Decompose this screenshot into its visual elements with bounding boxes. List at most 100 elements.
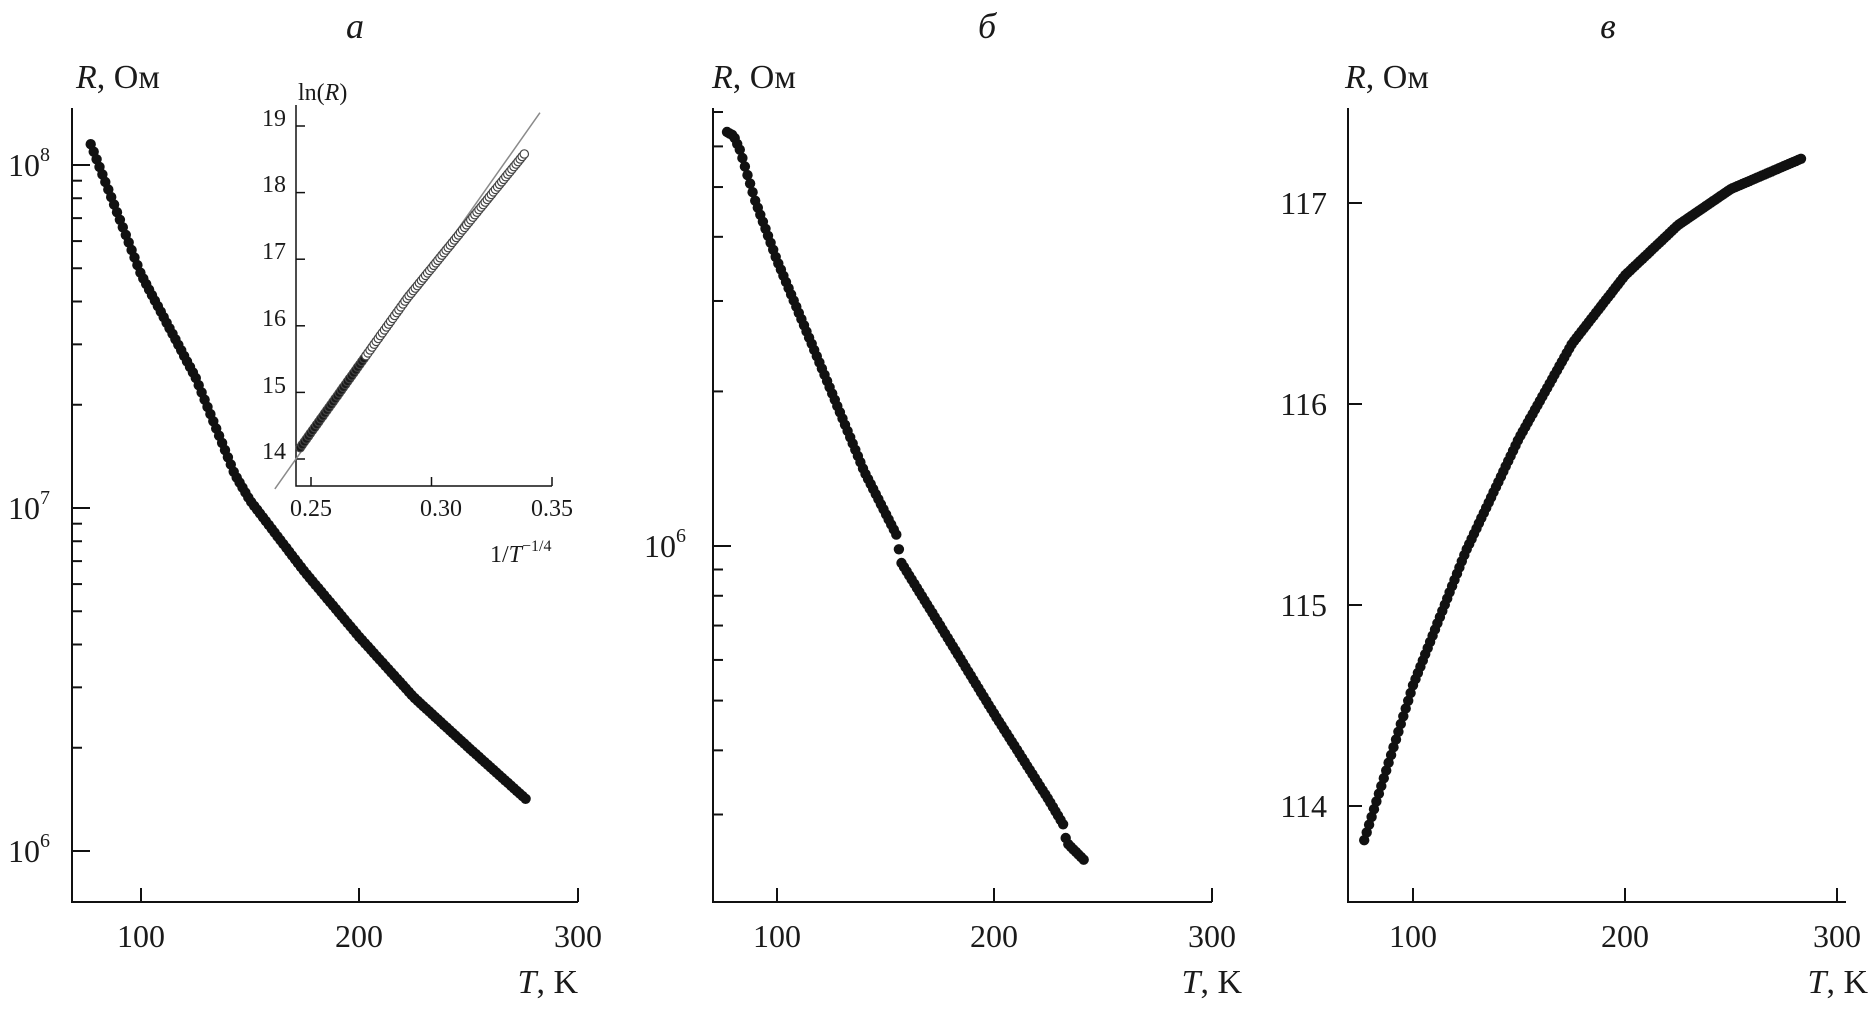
panel-a-x-axis-var: T xyxy=(518,964,539,1001)
panel-a-y-axis-title: R, Ом xyxy=(75,59,160,96)
inset-y-tick-label-4: 17 xyxy=(262,239,286,265)
data-point xyxy=(737,152,748,164)
inset-axis-lines xyxy=(295,105,552,487)
panel-c-x-tick-label-1: 100 xyxy=(1389,918,1437,954)
panel-a-y-tick-base-1: 10 xyxy=(8,833,40,869)
panel-a-y-tick-label-3: 108 xyxy=(8,144,50,183)
data-point xyxy=(891,529,902,540)
panel-a-y-tick-label-1: 106 xyxy=(8,830,50,869)
data-point xyxy=(1078,854,1089,865)
panel-c-y-tick-label-3: 116 xyxy=(1280,386,1327,422)
data-point xyxy=(1363,819,1375,830)
panel-c-x-tick-label-3: 300 xyxy=(1813,918,1861,954)
panel-a-y-ticks xyxy=(72,164,90,852)
panel-b-x-axis-unit: , K xyxy=(1200,964,1242,1001)
panel-a-x-tick-label-2: 200 xyxy=(335,918,383,954)
inset-x-axis-var: T xyxy=(509,542,524,568)
panel-a-inset: ln(R) 0.25 0.30 0.35 14 15 16 17 18 19 1… xyxy=(262,80,573,568)
panel-c-x-axis-var: T xyxy=(1808,964,1829,1001)
inset-data-point xyxy=(519,149,530,159)
panel-a: а R, Ом 100 200 300 106 107 108 T, K ln(… xyxy=(8,6,602,1001)
inset-y-tick-label-5: 18 xyxy=(262,172,286,198)
panel-b-data-series xyxy=(721,126,1089,865)
panel-b-y-axis-title: R, Ом xyxy=(711,59,796,96)
panel-a-x-tick-label-1: 100 xyxy=(117,918,165,954)
inset-x-tick-label-3: 0.35 xyxy=(531,496,573,522)
panel-b-y-tick-base-1: 10 xyxy=(644,528,676,564)
inset-ticks xyxy=(296,125,553,486)
panel-c-y-axis-unit: , Ом xyxy=(1366,59,1429,96)
inset-y-tick-label-2: 15 xyxy=(262,373,286,399)
panel-a-x-axis-title: T, K xyxy=(518,964,579,1001)
data-point xyxy=(739,161,751,172)
data-point xyxy=(744,178,756,189)
panel-c: в R, Ом 100 200 300 114 115 116 117 T, K xyxy=(1280,6,1868,1001)
panel-a-x-tick-label-3: 300 xyxy=(554,918,602,954)
inset-y-axis-var: R xyxy=(324,80,340,106)
data-point xyxy=(1385,749,1397,761)
panel-a-y-axis-var: R xyxy=(75,59,97,96)
panel-a-x-axis-unit: , K xyxy=(536,964,578,1001)
inset-x-tick-label-2: 0.30 xyxy=(420,496,462,522)
panel-b-axis-lines xyxy=(712,108,1212,903)
panel-a-y-tick-label-2: 107 xyxy=(8,487,50,526)
data-point xyxy=(1368,804,1380,815)
inset-y-tick-label-3: 16 xyxy=(262,306,286,332)
panel-b-x-tick-label-1: 100 xyxy=(753,918,801,954)
panel-a-y-axis-unit: , Ом xyxy=(97,59,160,96)
panel-b-y-axis-var: R xyxy=(711,59,733,96)
inset-x-axis-title: 1/T−1/4 xyxy=(490,538,552,568)
panel-c-y-tick-label-2: 115 xyxy=(1280,587,1327,623)
data-point xyxy=(747,187,758,198)
panel-a-label: а xyxy=(346,6,364,46)
panel-c-x-tick-label-2: 200 xyxy=(1601,918,1649,954)
panel-a-axis-lines xyxy=(71,108,578,903)
panel-b-y-tick-exp-1: 6 xyxy=(676,525,686,547)
panel-b-x-axis-title: T, K xyxy=(1182,964,1243,1001)
panel-c-y-tick-label-4: 117 xyxy=(1280,185,1327,221)
data-point xyxy=(1795,153,1807,164)
panel-c-x-axis-unit: , K xyxy=(1826,964,1868,1001)
inset-x-axis-text: 1/ xyxy=(490,542,509,568)
inset-y-axis-text: ln( xyxy=(298,80,325,106)
panel-a-y-tick-exp-1: 6 xyxy=(40,830,50,852)
inset-y-axis-close: ) xyxy=(339,80,347,106)
panel-c-axis-lines xyxy=(1347,108,1846,903)
panel-b-x-tick-label-2: 200 xyxy=(970,918,1018,954)
panel-b-y-ticks xyxy=(713,111,731,816)
data-point xyxy=(742,169,753,181)
inset-data-series xyxy=(295,149,530,453)
data-point xyxy=(1359,835,1370,846)
data-point xyxy=(1376,780,1387,792)
panel-a-y-tick-base-2: 10 xyxy=(8,490,40,526)
panel-b-x-axis-var: T xyxy=(1182,964,1203,1001)
panel-b-y-tick-label-1: 106 xyxy=(644,525,686,564)
panel-c-data-series xyxy=(1359,153,1807,846)
inset-y-tick-label-1: 14 xyxy=(262,439,286,465)
panel-b-x-tick-label-3: 300 xyxy=(1188,918,1236,954)
inset-y-tick-label-6: 19 xyxy=(262,106,286,132)
panel-a-y-tick-base-3: 10 xyxy=(8,147,40,183)
data-point xyxy=(1398,711,1409,722)
panel-c-x-axis-title: T, K xyxy=(1808,964,1869,1001)
data-point xyxy=(734,144,745,155)
panel-c-y-axis-var: R xyxy=(1344,59,1366,96)
inset-x-tick-label-1: 0.25 xyxy=(290,496,332,522)
panel-a-y-tick-exp-3: 8 xyxy=(40,144,50,166)
data-point xyxy=(1403,695,1414,706)
data-point xyxy=(1381,765,1392,776)
panel-a-data-series xyxy=(85,139,531,804)
inset-x-axis-exp: −1/4 xyxy=(522,538,551,555)
panel-b-label: б xyxy=(978,6,998,46)
panel-a-y-tick-exp-2: 7 xyxy=(40,487,50,509)
inset-y-axis-title: ln(R) xyxy=(298,80,347,106)
data-point xyxy=(1057,819,1069,830)
panel-b-y-axis-unit: , Ом xyxy=(733,59,796,96)
data-point xyxy=(1393,726,1404,737)
panel-c-y-tick-label-1: 114 xyxy=(1280,788,1327,824)
panel-c-label: в xyxy=(1600,6,1616,46)
data-point xyxy=(520,793,531,804)
panel-b: б R, Ом 100 200 300 106 T, K xyxy=(644,6,1242,1001)
panel-c-y-axis-title: R, Ом xyxy=(1344,59,1429,96)
data-point xyxy=(893,544,905,555)
